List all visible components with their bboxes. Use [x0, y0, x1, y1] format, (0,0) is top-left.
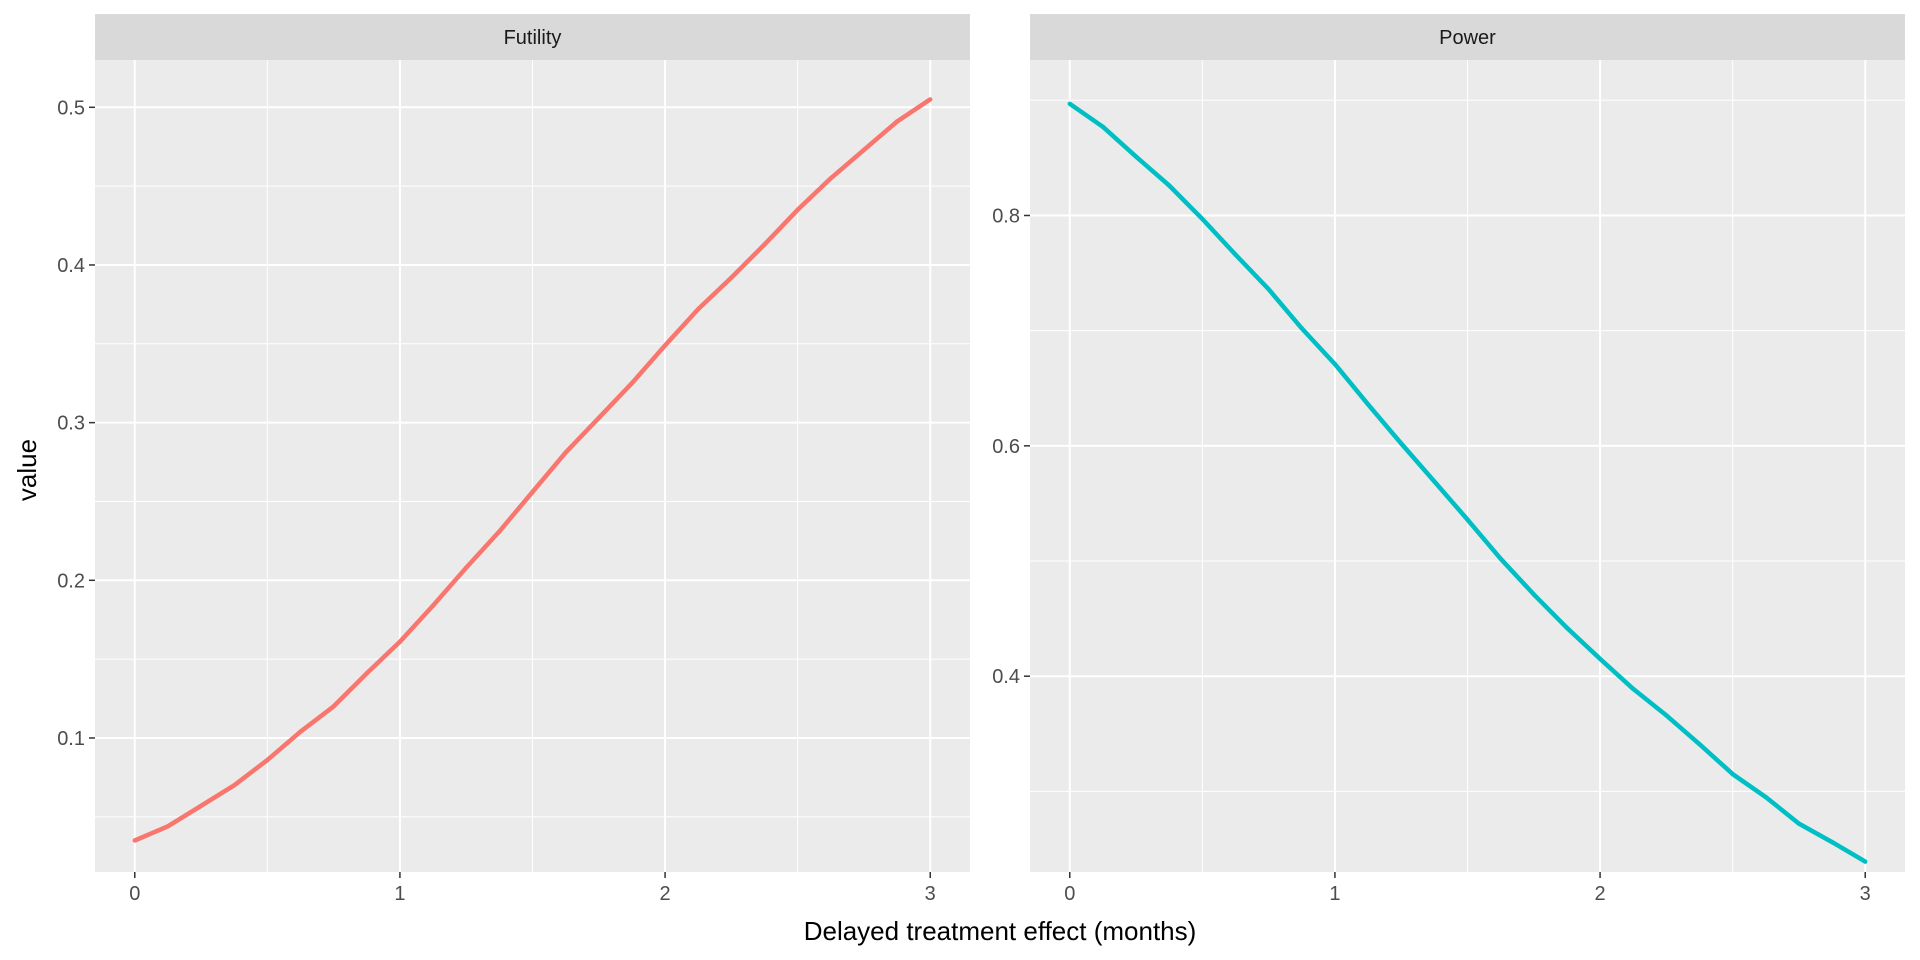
y-tick-label: 0.1	[57, 728, 85, 750]
data-point	[1829, 839, 1835, 845]
data-point	[1299, 326, 1304, 331]
y-axis-title: value	[12, 439, 42, 501]
data-point	[696, 306, 701, 312]
data-point	[629, 381, 635, 386]
panel-power: Power 0 1 2 3 0.4 0.6 0.8	[992, 14, 1905, 905]
data-point	[364, 671, 369, 676]
data-point	[198, 803, 204, 808]
data-point	[1863, 859, 1868, 864]
data-point	[1200, 216, 1205, 222]
x-tick-label: 3	[1860, 883, 1871, 905]
facet-strip	[95, 14, 970, 60]
data-point	[894, 119, 900, 124]
y-tick-label: 0.6	[992, 436, 1020, 458]
y-tick-label: 0.3	[57, 413, 85, 435]
data-point	[762, 242, 767, 247]
data-point	[662, 343, 668, 348]
data-point	[861, 147, 867, 153]
data-point	[596, 415, 601, 421]
y-tick-label: 0.5	[57, 97, 85, 119]
data-point	[563, 450, 568, 455]
y-tick-label: 0.4	[992, 666, 1020, 688]
data-point	[397, 639, 403, 645]
data-point	[1067, 101, 1072, 106]
data-point	[1399, 441, 1404, 446]
x-tick-label: 0	[129, 883, 140, 905]
data-point	[795, 207, 800, 212]
data-point	[1498, 556, 1503, 561]
y-tick-label: 0.8	[992, 205, 1020, 227]
x-axis-title: Delayed treatment effect (months)	[804, 916, 1197, 946]
x-tick-label: 1	[1329, 883, 1340, 905]
y-tick-label: 0.2	[57, 570, 85, 592]
data-point	[1167, 183, 1172, 188]
x-tick-label: 2	[660, 883, 671, 905]
data-point	[1531, 592, 1536, 597]
x-tick-label: 1	[394, 883, 405, 905]
data-point	[331, 704, 336, 709]
x-tick-label: 2	[1595, 883, 1606, 905]
x-tick-label: 0	[1064, 883, 1075, 905]
data-point	[1266, 287, 1271, 292]
facet-strip	[1030, 14, 1905, 60]
data-point	[1233, 252, 1238, 257]
data-point	[464, 565, 469, 570]
data-point	[265, 757, 270, 763]
panel-futility: Futility 0 1 2 3 0.1 0.2 0.3 0.4 0.5	[57, 14, 970, 905]
data-point	[497, 529, 502, 534]
data-point	[1133, 154, 1139, 159]
data-point	[1100, 124, 1106, 130]
data-point	[1597, 656, 1603, 662]
data-point	[165, 824, 171, 829]
data-point	[1465, 517, 1470, 522]
facet-strip-label: Power	[1439, 27, 1496, 49]
data-point	[828, 176, 833, 181]
y-tick-label: 0.4	[57, 255, 85, 277]
data-point	[1365, 402, 1371, 407]
data-point	[1763, 794, 1768, 800]
x-tick-label: 3	[925, 883, 936, 905]
data-point	[1796, 821, 1802, 826]
data-point	[298, 729, 303, 734]
data-point	[232, 783, 237, 788]
data-point	[928, 97, 933, 102]
data-point	[1697, 741, 1702, 747]
data-point	[530, 489, 535, 495]
data-point	[430, 603, 436, 608]
data-point	[729, 275, 734, 280]
data-point	[1332, 361, 1338, 367]
data-point	[1730, 771, 1735, 777]
data-point	[1432, 479, 1437, 484]
data-point	[1564, 625, 1570, 631]
data-point	[132, 838, 137, 843]
facet-strip-label: Futility	[504, 27, 562, 49]
data-point	[1664, 713, 1669, 718]
data-point	[1631, 686, 1636, 692]
